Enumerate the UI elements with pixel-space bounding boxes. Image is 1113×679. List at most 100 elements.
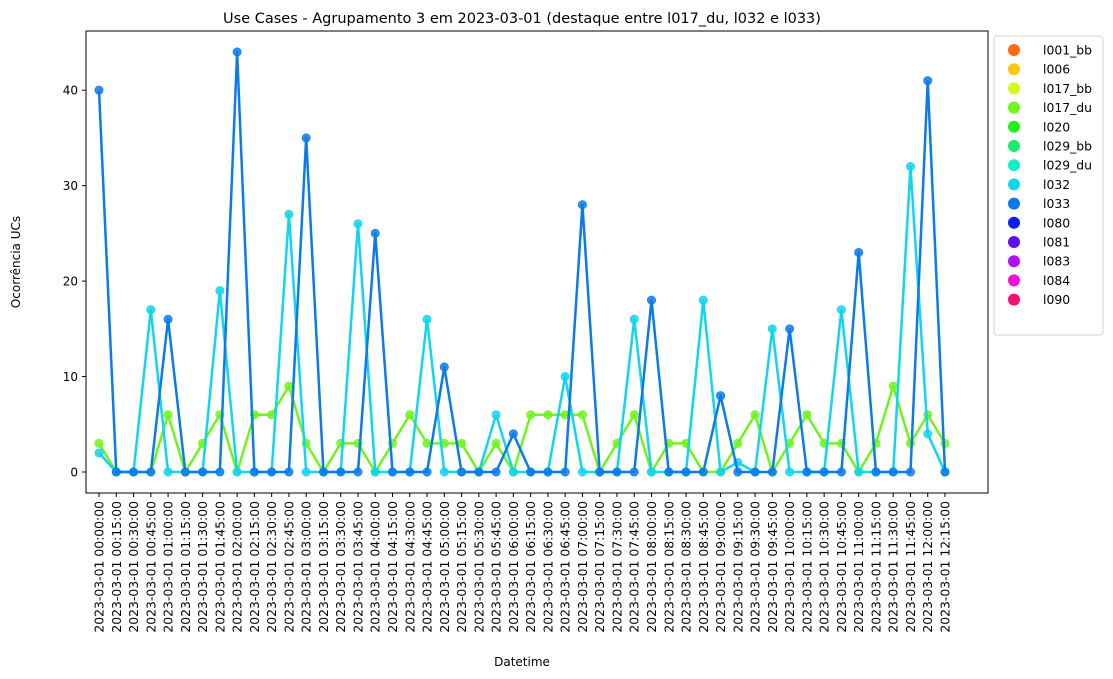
x-tick-label: 2023-03-01 11:45:00: [903, 501, 918, 633]
data-point-l017_du: [422, 438, 432, 448]
data-point-l033: [940, 467, 950, 477]
legend-label-l029_du: l029_du: [1043, 158, 1092, 173]
legend-marker-l081: [1008, 236, 1020, 248]
x-tick-label: 2023-03-01 05:15:00: [454, 501, 469, 633]
legend-label-l081: l081: [1043, 235, 1070, 250]
y-axis: 0 10 20 30 40: [63, 84, 86, 480]
x-tick-label: 2023-03-01 09:15:00: [730, 501, 745, 633]
x-tick-label: 2023-03-01 11:15:00: [868, 501, 883, 633]
x-tick-label: 2023-03-01 02:00:00: [230, 501, 245, 633]
legend-marker-l029_du: [1008, 159, 1020, 172]
x-tick-label: 2023-03-01 10:45:00: [834, 501, 849, 633]
y-tick-label: 20: [63, 275, 78, 289]
x-tick-label: 2023-03-01 06:15:00: [523, 501, 538, 633]
data-point-l033: [457, 467, 467, 477]
x-tick-label: 2023-03-01 01:15:00: [178, 501, 193, 633]
series-line-l033: [97, 50, 947, 474]
y-tick-label: 30: [63, 179, 78, 193]
data-point-l033: [370, 228, 380, 238]
data-point-l017_du: [802, 410, 812, 420]
data-point-l033: [595, 467, 605, 477]
data-point-l033: [923, 76, 933, 86]
data-point-l017_du: [163, 410, 173, 420]
data-point-l017_du: [577, 410, 587, 420]
data-point-l033: [422, 467, 432, 477]
x-tick-label: 2023-03-01 07:30:00: [609, 501, 624, 633]
x-tick-label: 2023-03-01 08:30:00: [679, 501, 694, 633]
data-point-l032: [854, 467, 864, 477]
x-tick-label: 2023-03-01 11:30:00: [886, 501, 901, 633]
data-point-l033: [405, 467, 415, 477]
data-point-l032: [836, 305, 846, 315]
x-tick-label: 2023-03-01 10:30:00: [817, 501, 832, 633]
data-point-l033: [577, 200, 587, 210]
data-point-l032: [716, 467, 726, 477]
data-point-l033: [232, 47, 242, 57]
legend-marker-l001_bb: [1008, 44, 1020, 56]
x-tick-label: 2023-03-01 12:15:00: [938, 501, 953, 633]
legend-marker-l033: [1008, 197, 1020, 210]
x-tick-label: 2023-03-01 09:00:00: [713, 501, 728, 633]
data-point-l017_du: [526, 410, 536, 420]
legend-label-l020: l020: [1043, 119, 1070, 134]
data-point-l033: [905, 467, 915, 477]
data-point-l017_du: [457, 438, 467, 448]
x-tick-label: 2023-03-01 00:30:00: [126, 501, 141, 633]
legend-label-l032: l032: [1043, 177, 1070, 192]
x-tick-label: 2023-03-01 08:15:00: [661, 501, 676, 633]
legend-label-l017_bb: l017_bb: [1043, 81, 1092, 96]
data-point-l033: [767, 467, 777, 477]
data-point-l033: [802, 467, 812, 477]
data-point-l033: [733, 467, 743, 477]
legend-label-l084: l084: [1043, 273, 1070, 288]
plot-area: [94, 47, 950, 477]
data-point-l032: [232, 467, 242, 477]
x-tick-label: 2023-03-01 07:15:00: [592, 501, 607, 633]
legend-label-l006: l006: [1043, 62, 1070, 77]
data-point-l033: [681, 467, 691, 477]
data-point-l033: [318, 467, 328, 477]
x-tick-label: 2023-03-01 07:00:00: [575, 501, 590, 633]
data-point-l032: [146, 305, 156, 315]
data-point-l033: [664, 467, 674, 477]
data-point-l033: [129, 467, 139, 477]
data-point-l033: [353, 467, 363, 477]
x-tick-label: 2023-03-01 04:00:00: [368, 501, 383, 633]
data-point-l017_du: [888, 381, 898, 391]
data-point-l033: [560, 467, 570, 477]
x-tick-label: 2023-03-01 01:00:00: [161, 501, 176, 633]
data-point-l032: [94, 448, 104, 458]
data-point-l033: [474, 467, 484, 477]
x-axis-label: Datetime: [494, 655, 550, 669]
data-point-l032: [353, 219, 363, 229]
y-tick-label: 40: [63, 84, 78, 98]
data-point-l032: [301, 467, 311, 477]
x-tick-label: 2023-03-01 02:15:00: [247, 501, 262, 633]
x-tick-label: 2023-03-01 11:00:00: [851, 501, 866, 633]
data-point-l033: [871, 467, 881, 477]
data-point-l033: [439, 362, 449, 372]
x-tick-label: 2023-03-01 05:30:00: [471, 501, 486, 633]
data-point-l033: [629, 467, 639, 477]
x-tick-label: 2023-03-01 08:45:00: [696, 501, 711, 633]
data-point-l033: [508, 429, 518, 439]
data-point-l032: [577, 467, 587, 477]
data-point-l033: [249, 467, 259, 477]
data-point-l033: [198, 467, 208, 477]
data-point-l032: [439, 467, 449, 477]
data-point-l032: [785, 467, 795, 477]
legend-marker-l017_bb: [1008, 82, 1020, 95]
x-tick-label: 2023-03-01 09:45:00: [765, 501, 780, 633]
data-point-l033: [698, 467, 708, 477]
data-point-l033: [716, 391, 726, 401]
data-point-l032: [370, 467, 380, 477]
data-point-l033: [336, 467, 346, 477]
legend-label-l001_bb: l001_bb: [1043, 43, 1092, 58]
data-point-l033: [284, 467, 294, 477]
data-point-l017_du: [491, 438, 501, 448]
legend-label-l090: l090: [1043, 292, 1070, 307]
x-tick-label: 2023-03-01 12:00:00: [920, 501, 935, 633]
legend-label-l017_du: l017_du: [1043, 100, 1092, 115]
data-point-l017_du: [750, 410, 760, 420]
